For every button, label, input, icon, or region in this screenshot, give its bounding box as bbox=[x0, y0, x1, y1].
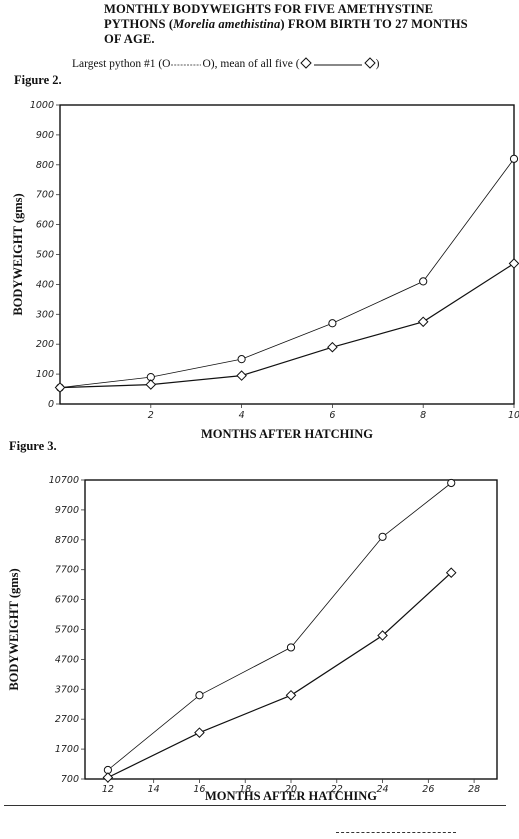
legend-text-b: O), mean of all five ( bbox=[202, 58, 300, 70]
chart-title: MONTHLY BODYWEIGHTS FOR FIVE AMETHYSTINE… bbox=[104, 2, 516, 47]
bottom-rule bbox=[4, 805, 506, 806]
data-point-circle bbox=[286, 643, 296, 652]
series-line-largest bbox=[107, 482, 452, 771]
data-point-circle bbox=[195, 691, 204, 700]
y-tick-label: 500 bbox=[36, 250, 54, 261]
y-tick-label: 6700 bbox=[55, 595, 79, 606]
footer-rule bbox=[336, 832, 456, 833]
legend-text-c: ) bbox=[375, 58, 380, 70]
data-point-diamond bbox=[508, 258, 519, 269]
title-line-2-part-a: PYTHONS ( bbox=[104, 17, 174, 31]
y-tick-label: 5700 bbox=[55, 625, 79, 636]
data-point-circle bbox=[378, 532, 387, 541]
diamond-icon bbox=[363, 57, 376, 69]
y-tick-label: 7700 bbox=[55, 565, 79, 576]
x-tick-label: 4 bbox=[239, 410, 245, 421]
x-tick-label: 24 bbox=[377, 784, 389, 795]
species-name: Morelia amethistina bbox=[173, 17, 281, 31]
x-tick-label: 6 bbox=[329, 410, 335, 421]
y-tick-label: 300 bbox=[36, 309, 54, 320]
y-tick-label: 1700 bbox=[55, 744, 79, 755]
y-tick-label: 900 bbox=[36, 130, 54, 141]
y-tick-label: 700 bbox=[36, 190, 54, 201]
x-axis-title: MONTHS AFTER HATCHING bbox=[205, 789, 377, 803]
data-point-circle bbox=[509, 154, 519, 163]
solid-line-icon bbox=[313, 64, 362, 66]
y-tick-label: 2700 bbox=[55, 714, 79, 725]
figure-2-label: Figure 2. bbox=[14, 73, 62, 87]
data-point-diamond bbox=[54, 382, 66, 393]
y-tick-label: 4700 bbox=[55, 654, 79, 665]
y-tick-label: 8700 bbox=[55, 535, 79, 546]
x-tick-label: 22 bbox=[331, 784, 343, 795]
data-point-diamond bbox=[417, 316, 429, 328]
plot-frame bbox=[84, 479, 498, 780]
title-line-2-part-b: ) FROM BIRTH TO 27 MONTHS bbox=[280, 17, 468, 31]
data-point-diamond bbox=[285, 689, 297, 701]
data-point-diamond bbox=[194, 727, 205, 738]
plot-frame bbox=[59, 104, 515, 405]
y-tick-label: 0 bbox=[48, 399, 54, 410]
y-tick-label: 3700 bbox=[55, 684, 79, 695]
x-tick-label: 28 bbox=[468, 784, 480, 795]
x-tick-label: 2 bbox=[148, 410, 154, 421]
y-tick-label: 1000 bbox=[30, 100, 54, 111]
series-line-mean bbox=[59, 262, 515, 389]
figure-2-chart: 0 100 200 300 400 500 600 700 800 900 1000 2 4 6 8 10 MO… bbox=[11, 100, 519, 441]
title-line-1: MONTHLY BODYWEIGHTS FOR FIVE AMETHYSTINE bbox=[104, 2, 434, 16]
y-tick-label: 600 bbox=[36, 220, 54, 231]
x-tick-label: 14 bbox=[148, 784, 160, 795]
figure-3-label: Figure 3. bbox=[9, 439, 57, 453]
diamond-icon bbox=[299, 57, 312, 69]
y-tick-label: 9700 bbox=[55, 505, 79, 516]
data-point-diamond bbox=[102, 772, 114, 783]
title-line-2: PYTHONS (Morelia amethistina) FROM BIRTH… bbox=[104, 17, 516, 32]
y-tick-label: 10700 bbox=[49, 475, 79, 486]
data-point-circle bbox=[447, 478, 456, 488]
y-axis-title: BODYWEIGHT (gms) bbox=[11, 193, 25, 315]
y-tick-label: 200 bbox=[36, 339, 54, 350]
y-tick-label: 700 bbox=[61, 774, 79, 785]
x-tick-label: 8 bbox=[420, 410, 426, 421]
data-point-diamond bbox=[145, 379, 157, 390]
data-point-circle bbox=[237, 355, 246, 364]
x-tick-label: 10 bbox=[508, 410, 519, 421]
dashed-line-icon bbox=[171, 64, 202, 66]
series-line-mean bbox=[107, 572, 452, 779]
data-point-diamond bbox=[377, 630, 388, 641]
figure-3-chart: 700 1700 2700 3700 4700 5700 6700 7700 8700 9700 1… bbox=[7, 475, 498, 803]
legend: Largest python #1 (O O), mean of all five… bbox=[72, 57, 379, 70]
x-axis-title: MONTHS AFTER HATCHING bbox=[201, 427, 373, 441]
x-tick-label: 26 bbox=[422, 784, 434, 795]
data-point-diamond bbox=[327, 341, 338, 353]
y-axis-title: BODYWEIGHT (gms) bbox=[7, 568, 21, 690]
y-tick-label: 400 bbox=[36, 279, 54, 290]
x-tick-label: 12 bbox=[102, 784, 114, 795]
x-tick-label: 18 bbox=[239, 784, 251, 795]
x-tick-label: 16 bbox=[193, 784, 205, 795]
series-line-largest bbox=[59, 158, 515, 388]
title-line-3: OF AGE. bbox=[104, 32, 155, 46]
data-point-circle bbox=[328, 319, 337, 328]
y-tick-label: 800 bbox=[36, 160, 54, 171]
data-point-diamond bbox=[445, 567, 457, 578]
data-point-diamond bbox=[236, 370, 247, 381]
data-point-circle bbox=[419, 277, 428, 286]
legend-text-a: Largest python #1 (O bbox=[72, 58, 171, 70]
x-tick-label: 20 bbox=[285, 784, 297, 795]
y-tick-label: 100 bbox=[36, 369, 54, 380]
